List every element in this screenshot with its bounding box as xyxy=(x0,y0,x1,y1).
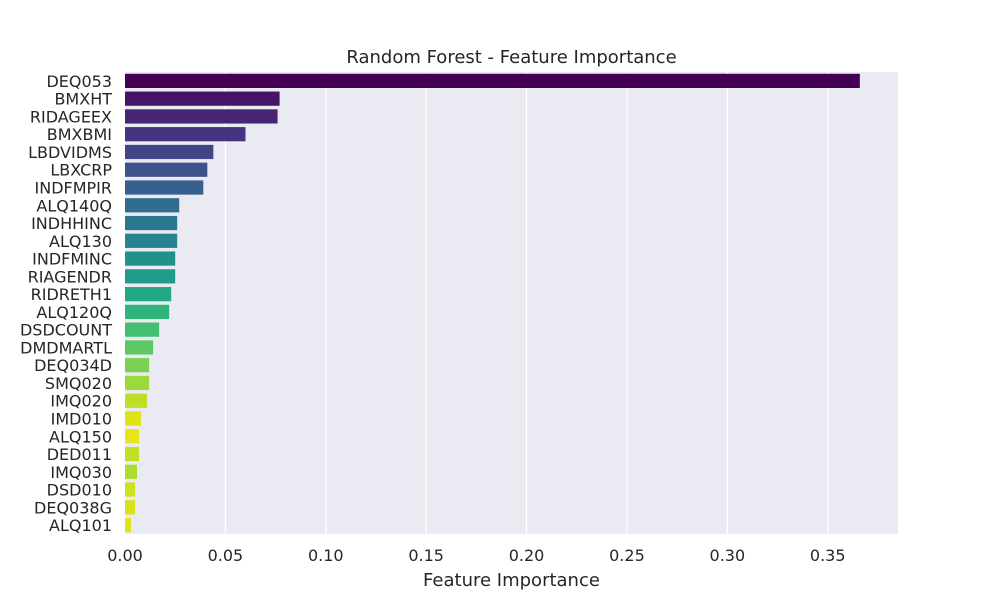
bar-lbxcrp xyxy=(125,162,208,177)
bar-indfmpir xyxy=(125,180,204,195)
y-tick-label: ALQ120Q xyxy=(36,303,112,322)
bar-imd010 xyxy=(125,411,142,426)
bar-ded011 xyxy=(125,446,140,462)
bars xyxy=(125,73,860,533)
x-tick-label: 0.15 xyxy=(408,546,444,565)
y-tick-label: LBDVIDMS xyxy=(28,143,112,162)
bar-dsdcount xyxy=(125,322,160,337)
y-tick-label: ALQ130 xyxy=(49,232,112,251)
y-tick-label: IMQ030 xyxy=(50,463,112,482)
bar-deq034d xyxy=(125,358,150,373)
x-tick-label: 0.35 xyxy=(810,546,846,565)
bar-smq020 xyxy=(125,375,150,391)
bar-indfminc xyxy=(125,251,176,266)
bar-alq120q xyxy=(125,304,170,319)
bar-bmxht xyxy=(125,91,280,106)
bar-ridageex xyxy=(125,109,278,124)
bar-alq150 xyxy=(125,429,140,444)
y-tick-label: DMDMARTL xyxy=(20,338,112,357)
bar-indhhinc xyxy=(125,215,178,231)
y-tick-label: LBXCRP xyxy=(50,161,112,180)
chart-title: Random Forest - Feature Importance xyxy=(346,47,676,68)
x-tick-labels: 0.00 0.05 0.10 0.15 0.20 0.25 0.30 0.35 xyxy=(107,546,845,565)
y-tick-labels: DEQ053BMXHTRIDAGEEXBMXBMILBDVIDMSLBXCRPI… xyxy=(20,72,112,535)
bar-alq130 xyxy=(125,233,178,248)
y-tick-label: ALQ150 xyxy=(49,427,112,446)
y-tick-label: BMXBMI xyxy=(47,125,112,144)
bar-dsd010 xyxy=(125,482,136,497)
y-tick-label: INDFMINC xyxy=(32,250,112,269)
y-tick-label: RIAGENDR xyxy=(28,267,112,286)
bar-lbdvidms xyxy=(125,144,214,160)
bar-riagendr xyxy=(125,269,176,284)
bar-deq053 xyxy=(125,73,860,88)
bar-imq030 xyxy=(125,464,138,479)
y-tick-label: IMD010 xyxy=(51,410,112,429)
y-tick-label: BMXHT xyxy=(54,90,112,109)
x-tick-label: 0.25 xyxy=(609,546,645,565)
bar-dmdmartl xyxy=(125,340,154,355)
y-tick-label: DED011 xyxy=(47,445,112,464)
bar-ridreth1 xyxy=(125,287,172,302)
y-tick-label: INDHHINC xyxy=(31,214,112,233)
y-tick-label: RIDAGEEX xyxy=(30,107,112,126)
y-tick-label: DEQ053 xyxy=(46,72,112,91)
y-tick-label: DEQ038G xyxy=(34,498,112,517)
x-tick-label: 0.00 xyxy=(107,546,143,565)
bar-alq101 xyxy=(125,518,132,533)
y-tick-label: ALQ140Q xyxy=(36,196,112,215)
y-tick-label: DSD010 xyxy=(47,481,112,500)
y-tick-label: SMQ020 xyxy=(45,374,112,393)
bar-alq140q xyxy=(125,198,180,213)
plot-background xyxy=(125,72,898,534)
bar-deq038g xyxy=(125,500,136,515)
y-tick-label: DEQ034D xyxy=(34,356,112,375)
x-axis-label: Feature Importance xyxy=(423,570,600,591)
x-tick-label: 0.30 xyxy=(710,546,746,565)
y-tick-label: INDFMPIR xyxy=(35,179,113,198)
x-tick-label: 0.20 xyxy=(509,546,545,565)
y-tick-label: IMQ020 xyxy=(50,392,112,411)
y-tick-label: DSDCOUNT xyxy=(20,321,112,340)
y-tick-label: RIDRETH1 xyxy=(31,285,112,304)
bar-imq020 xyxy=(125,393,148,408)
y-tick-label: ALQ101 xyxy=(49,516,112,535)
x-tick-label: 0.10 xyxy=(308,546,344,565)
x-tick-label: 0.05 xyxy=(208,546,244,565)
bar-bmxbmi xyxy=(125,127,246,142)
